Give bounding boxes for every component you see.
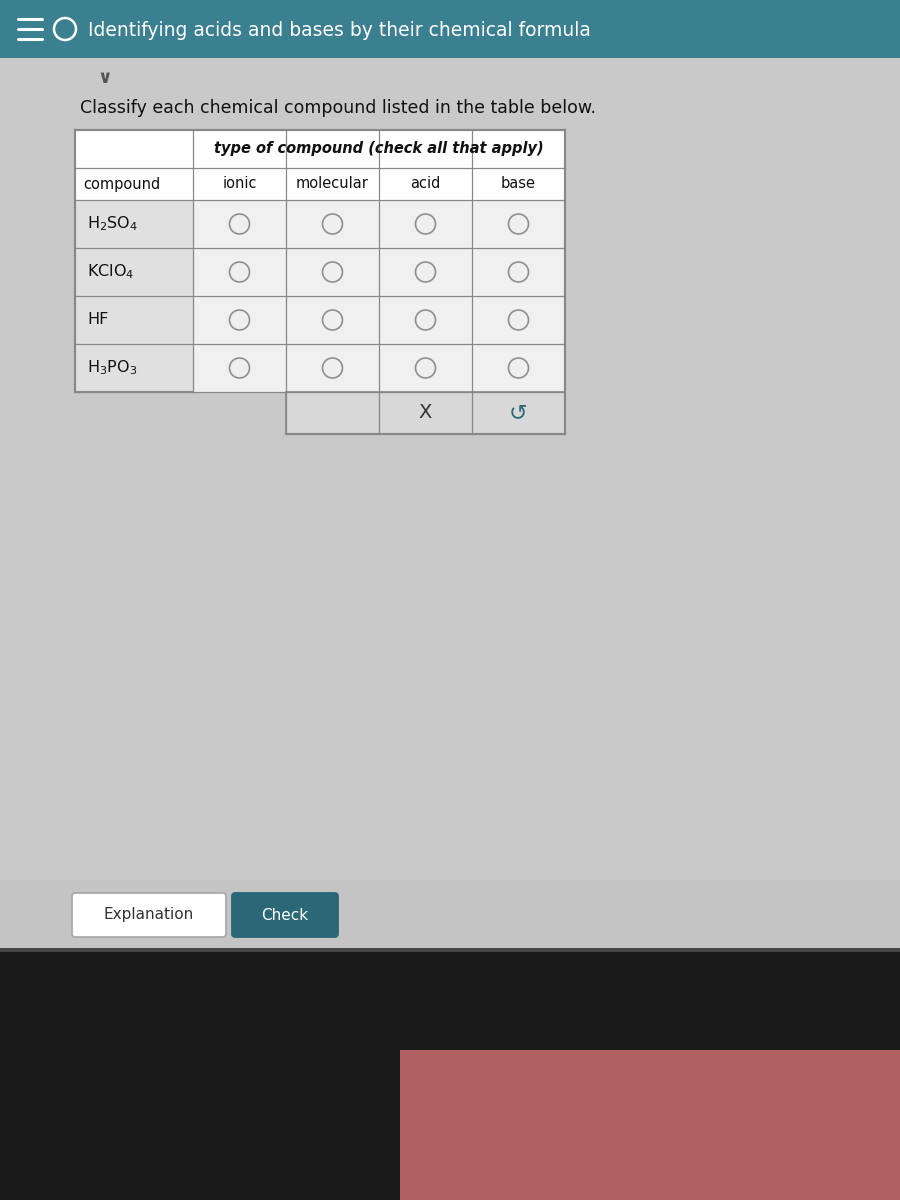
- Text: ionic: ionic: [222, 176, 256, 192]
- Bar: [0, 950, 900, 1200]
- Bar: [75, 200, 193, 248]
- Text: H$_3$PO$_3$: H$_3$PO$_3$: [87, 359, 138, 377]
- FancyBboxPatch shape: [232, 893, 338, 937]
- Circle shape: [230, 310, 249, 330]
- Bar: [75, 130, 565, 168]
- Circle shape: [416, 358, 436, 378]
- Circle shape: [508, 358, 528, 378]
- Circle shape: [230, 214, 249, 234]
- Bar: [75, 248, 193, 296]
- Bar: [286, 344, 379, 392]
- Text: Classify each chemical compound listed in the table below.: Classify each chemical compound listed i…: [80, 98, 596, 116]
- Bar: [379, 296, 472, 344]
- Bar: [0, 880, 900, 950]
- Text: molecular: molecular: [296, 176, 369, 192]
- Text: base: base: [501, 176, 536, 192]
- Bar: [379, 344, 472, 392]
- Circle shape: [322, 214, 343, 234]
- Text: type of compound (check all that apply): type of compound (check all that apply): [214, 142, 544, 156]
- Bar: [193, 296, 286, 344]
- Text: X: X: [418, 403, 432, 422]
- Bar: [75, 168, 565, 200]
- Text: ↺: ↺: [509, 403, 527, 422]
- Circle shape: [508, 214, 528, 234]
- Bar: [286, 296, 379, 344]
- Bar: [75, 296, 193, 344]
- Bar: [0, 0, 900, 960]
- Bar: [0, 948, 900, 952]
- Circle shape: [322, 358, 343, 378]
- Text: compound: compound: [83, 176, 160, 192]
- FancyBboxPatch shape: [72, 893, 226, 937]
- Text: ∨: ∨: [98, 68, 112, 86]
- Circle shape: [416, 262, 436, 282]
- Bar: [286, 200, 379, 248]
- Text: KClO$_4$: KClO$_4$: [87, 263, 134, 281]
- Circle shape: [508, 262, 528, 282]
- Bar: [472, 344, 565, 392]
- Text: HF: HF: [87, 312, 108, 328]
- Text: H$_2$SO$_4$: H$_2$SO$_4$: [87, 215, 138, 233]
- Text: Check: Check: [261, 907, 309, 923]
- Bar: [193, 200, 286, 248]
- Bar: [286, 248, 379, 296]
- Bar: [0, 0, 900, 58]
- Circle shape: [508, 310, 528, 330]
- Text: Explanation: Explanation: [104, 907, 194, 923]
- Circle shape: [416, 310, 436, 330]
- Circle shape: [322, 310, 343, 330]
- Text: Identifying acids and bases by their chemical formula: Identifying acids and bases by their che…: [88, 20, 591, 40]
- Text: acid: acid: [410, 176, 441, 192]
- Bar: [193, 344, 286, 392]
- Circle shape: [230, 358, 249, 378]
- Bar: [472, 200, 565, 248]
- Bar: [75, 344, 193, 392]
- Bar: [472, 248, 565, 296]
- Bar: [400, 1050, 900, 1200]
- Circle shape: [230, 262, 249, 282]
- Circle shape: [322, 262, 343, 282]
- Bar: [472, 296, 565, 344]
- Bar: [379, 248, 472, 296]
- Bar: [193, 248, 286, 296]
- Circle shape: [416, 214, 436, 234]
- Bar: [286, 392, 565, 434]
- Bar: [379, 200, 472, 248]
